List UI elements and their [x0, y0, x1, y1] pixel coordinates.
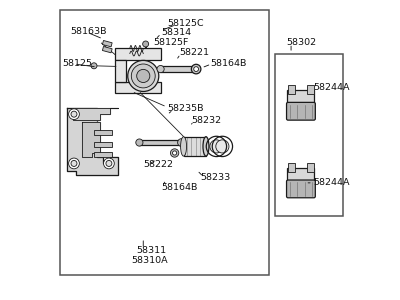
Circle shape [178, 139, 185, 146]
Circle shape [216, 140, 229, 153]
Bar [115, 60, 126, 82]
Text: 58163B: 58163B [70, 27, 107, 36]
Bar [115, 82, 161, 93]
Text: 58244A: 58244A [314, 83, 350, 92]
Circle shape [69, 109, 79, 119]
FancyBboxPatch shape [288, 163, 295, 172]
FancyBboxPatch shape [286, 102, 315, 120]
Text: 58222: 58222 [143, 160, 173, 169]
Circle shape [71, 160, 77, 166]
Circle shape [131, 64, 155, 88]
Circle shape [210, 140, 223, 153]
Circle shape [191, 64, 201, 74]
Circle shape [137, 69, 150, 82]
Circle shape [194, 67, 198, 71]
Circle shape [136, 139, 143, 146]
Bar [102, 40, 112, 47]
Bar [94, 130, 112, 135]
Bar [160, 66, 196, 72]
Text: 58125C: 58125C [167, 19, 204, 28]
Ellipse shape [203, 137, 209, 156]
Text: 58235B: 58235B [167, 104, 204, 113]
Circle shape [104, 158, 114, 169]
Circle shape [170, 149, 179, 157]
Circle shape [128, 60, 159, 92]
Circle shape [143, 41, 149, 47]
Text: 58232: 58232 [191, 116, 221, 125]
Text: 58311: 58311 [136, 246, 166, 255]
Text: 58125: 58125 [62, 59, 92, 68]
FancyBboxPatch shape [288, 168, 314, 183]
Text: 58310A: 58310A [131, 256, 168, 265]
FancyBboxPatch shape [286, 180, 315, 198]
Bar [60, 10, 269, 275]
Text: 58125F: 58125F [154, 38, 189, 47]
Text: 58221: 58221 [179, 49, 209, 58]
Circle shape [172, 151, 177, 155]
Polygon shape [82, 122, 100, 158]
Text: 58302: 58302 [286, 38, 317, 47]
Text: 58244A: 58244A [314, 178, 350, 187]
Text: 58164B: 58164B [210, 59, 247, 68]
Bar [275, 54, 343, 216]
Polygon shape [67, 108, 118, 176]
Text: 58233: 58233 [200, 173, 230, 182]
Circle shape [69, 158, 79, 169]
Text: 58314: 58314 [161, 28, 191, 37]
Bar [184, 136, 206, 156]
Bar [139, 140, 182, 145]
Bar [94, 142, 112, 147]
Bar [102, 46, 112, 53]
Circle shape [91, 63, 97, 69]
FancyBboxPatch shape [307, 85, 314, 94]
FancyBboxPatch shape [307, 163, 314, 172]
Text: 58164B: 58164B [161, 183, 198, 192]
FancyBboxPatch shape [288, 90, 314, 105]
Circle shape [71, 111, 77, 117]
FancyBboxPatch shape [288, 85, 295, 94]
Bar [94, 152, 112, 158]
Circle shape [106, 160, 112, 166]
Ellipse shape [180, 137, 186, 156]
Polygon shape [73, 108, 118, 120]
Bar [115, 49, 161, 60]
Circle shape [157, 65, 164, 73]
